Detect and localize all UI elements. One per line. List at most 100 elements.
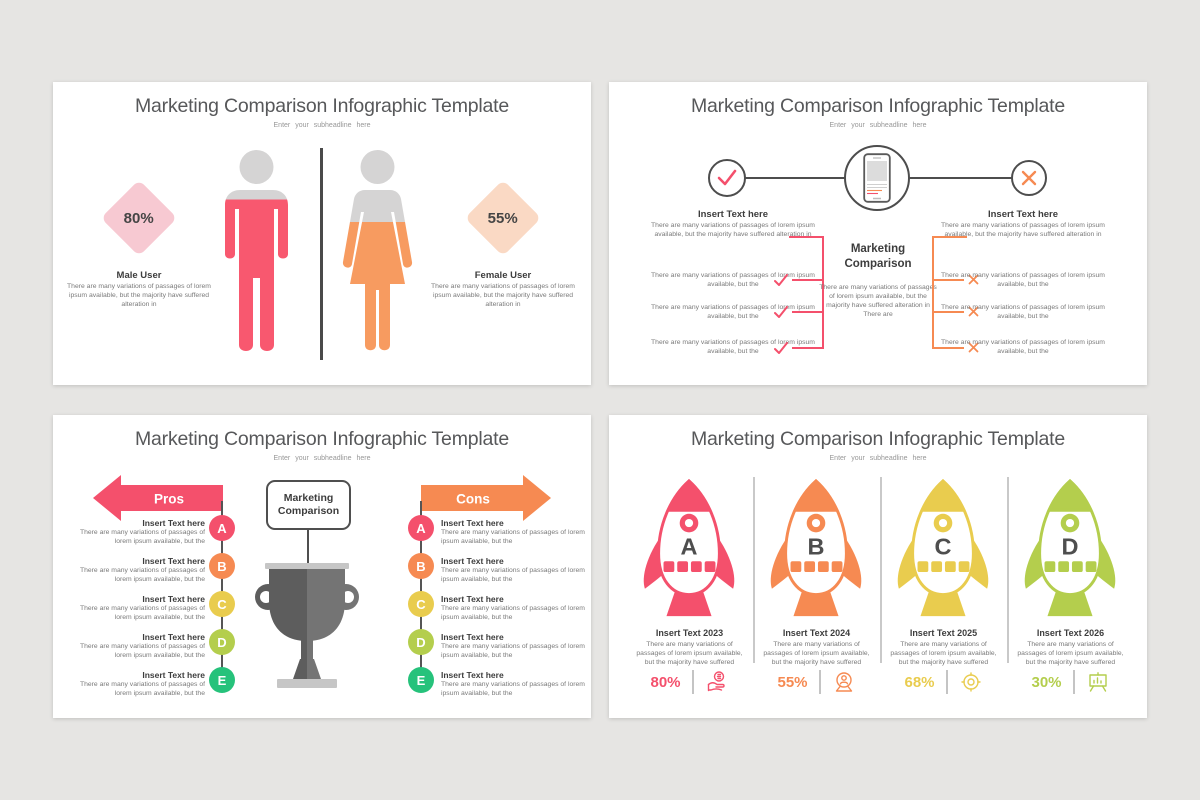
badge-e: E <box>408 667 434 693</box>
cons-item: Insert Text here There are many variatio… <box>441 670 585 697</box>
subheadline: Enter your subheadline here <box>829 122 927 129</box>
left-item-text: There are many variations of passages of… <box>651 304 815 320</box>
stat-divider <box>945 670 948 694</box>
female-percent-value: 55% <box>487 209 519 227</box>
pros-item-desc: There are many variations of passages of… <box>79 528 205 545</box>
left-bracket-stub <box>789 236 822 238</box>
pros-item: Insert Text here There are many variatio… <box>63 518 205 547</box>
male-description: There are many variations of passages of… <box>67 283 211 308</box>
center-divider <box>320 148 323 360</box>
column-label: Insert Text 2025 <box>909 628 978 638</box>
badge-c: C <box>209 591 235 617</box>
column-label: Insert Text 2023 <box>655 628 724 638</box>
slide-4-card: Marketing Comparison Infographic Templat… <box>609 415 1147 718</box>
rocket-icon: D <box>1024 478 1116 617</box>
rocket-letter: A <box>681 533 698 559</box>
presentation-icon <box>1088 672 1107 692</box>
stat-row: 30% <box>1007 670 1134 694</box>
cross-icon <box>1021 170 1037 186</box>
male-label: Male User <box>116 270 162 281</box>
percent-value: 80% <box>650 673 681 691</box>
right-item-text: There are many variations of passages of… <box>941 272 1105 288</box>
column-label: Insert Text 2024 <box>782 628 851 638</box>
left-badge-line <box>221 501 223 680</box>
male-percent-value: 80% <box>123 209 155 227</box>
cross-circle <box>1011 160 1047 196</box>
male-figure-icon <box>225 150 288 351</box>
column-divider <box>753 477 755 663</box>
page-title: Marketing Comparison Infographic Templat… <box>690 428 1066 450</box>
box-stem-line <box>307 530 309 564</box>
badge-c: C <box>408 591 434 617</box>
target-icon <box>960 672 981 692</box>
subheadline: Enter your subheadline here <box>273 122 371 129</box>
check-icon <box>774 306 788 318</box>
cross-icon <box>968 342 979 353</box>
right-bracket-stub <box>934 236 967 238</box>
pros-item-heading: Insert Text here <box>142 518 205 528</box>
pros-item: Insert Text here There are many variatio… <box>79 670 205 697</box>
rocket-letter: B <box>808 533 825 559</box>
column-divider <box>880 477 882 663</box>
pros-arrow: Pros <box>93 475 223 521</box>
right-column-heading: Insert Text here <box>987 209 1059 220</box>
male-percent-diamond: 80% <box>100 179 178 257</box>
left-item-text: There are many variations of passages of… <box>651 339 815 355</box>
cons-item: Insert Text here There are many variatio… <box>441 518 589 547</box>
rocket-letter: C <box>935 533 952 559</box>
pros-item: Insert Text here There are many variatio… <box>79 556 205 583</box>
pros-item: Insert Text here There are many variatio… <box>79 594 205 621</box>
stat-divider <box>1072 670 1075 694</box>
cons-arrow: Cons <box>421 475 551 521</box>
left-bracket-stub <box>792 279 822 281</box>
check-icon <box>774 274 788 286</box>
cons-item: Insert Text here There are many variatio… <box>441 632 585 659</box>
hand-coin-icon <box>707 671 725 692</box>
rocket-column-a: A Insert Text 2023 There are many variat… <box>626 475 753 710</box>
subheadline: Enter your subheadline here <box>273 455 371 462</box>
subheadline: Enter your subheadline here <box>829 455 927 462</box>
percent-value: 55% <box>777 673 808 691</box>
left-bracket-line <box>822 236 824 349</box>
cons-item-desc: There are many variations of passages of… <box>441 528 585 545</box>
cons-label: Cons <box>456 492 490 507</box>
pros-label: Pros <box>154 492 184 507</box>
right-bracket-line <box>932 236 934 349</box>
rocket-icon: C <box>897 478 989 617</box>
stat-divider <box>691 670 694 694</box>
column-description: There are many variations of passages of… <box>636 641 743 666</box>
slide-2-card: Marketing Comparison Infographic Templat… <box>609 82 1147 385</box>
badge-d: D <box>209 629 235 655</box>
cons-item: Insert Text here There are many variatio… <box>441 594 585 621</box>
column-description: There are many variations of passages of… <box>1017 641 1124 666</box>
cross-icon <box>968 274 979 285</box>
badge-e: E <box>209 667 235 693</box>
left-item-text: There are many variations of passages of… <box>651 222 815 238</box>
connector-line-left <box>745 177 845 179</box>
cons-item: Insert Text here There are many variatio… <box>441 556 585 583</box>
left-item-text: There are many variations of passages of… <box>651 272 815 288</box>
left-column-heading: Insert Text here <box>697 209 769 220</box>
rocket-column-c: C Insert Text 2025 There are many variat… <box>880 475 1007 710</box>
badge-a: A <box>408 515 434 541</box>
page-title: Marketing Comparison Infographic Templat… <box>134 428 510 450</box>
page-title: Marketing Comparison Infographic Templat… <box>690 95 1066 117</box>
female-description: There are many variations of passages of… <box>431 283 575 308</box>
stat-row: 80% <box>626 670 753 694</box>
female-label: Female User <box>474 270 532 281</box>
right-bracket-stub <box>934 347 964 349</box>
connector-line-right <box>909 177 1012 179</box>
rocket-letter: D <box>1062 533 1079 559</box>
right-badge-line <box>420 501 422 680</box>
left-bracket-stub <box>792 347 822 349</box>
center-description: There are many variations of passages of… <box>819 284 937 318</box>
rocket-column-d: D Insert Text 2026 There are many variat… <box>1007 475 1134 710</box>
column-description: There are many variations of passages of… <box>763 641 870 666</box>
check-icon <box>774 342 788 354</box>
column-divider <box>1007 477 1009 663</box>
badge-b: B <box>209 553 235 579</box>
percent-value: 68% <box>904 673 935 691</box>
column-label: Insert Text 2026 <box>1036 628 1105 638</box>
check-circle <box>708 159 746 197</box>
